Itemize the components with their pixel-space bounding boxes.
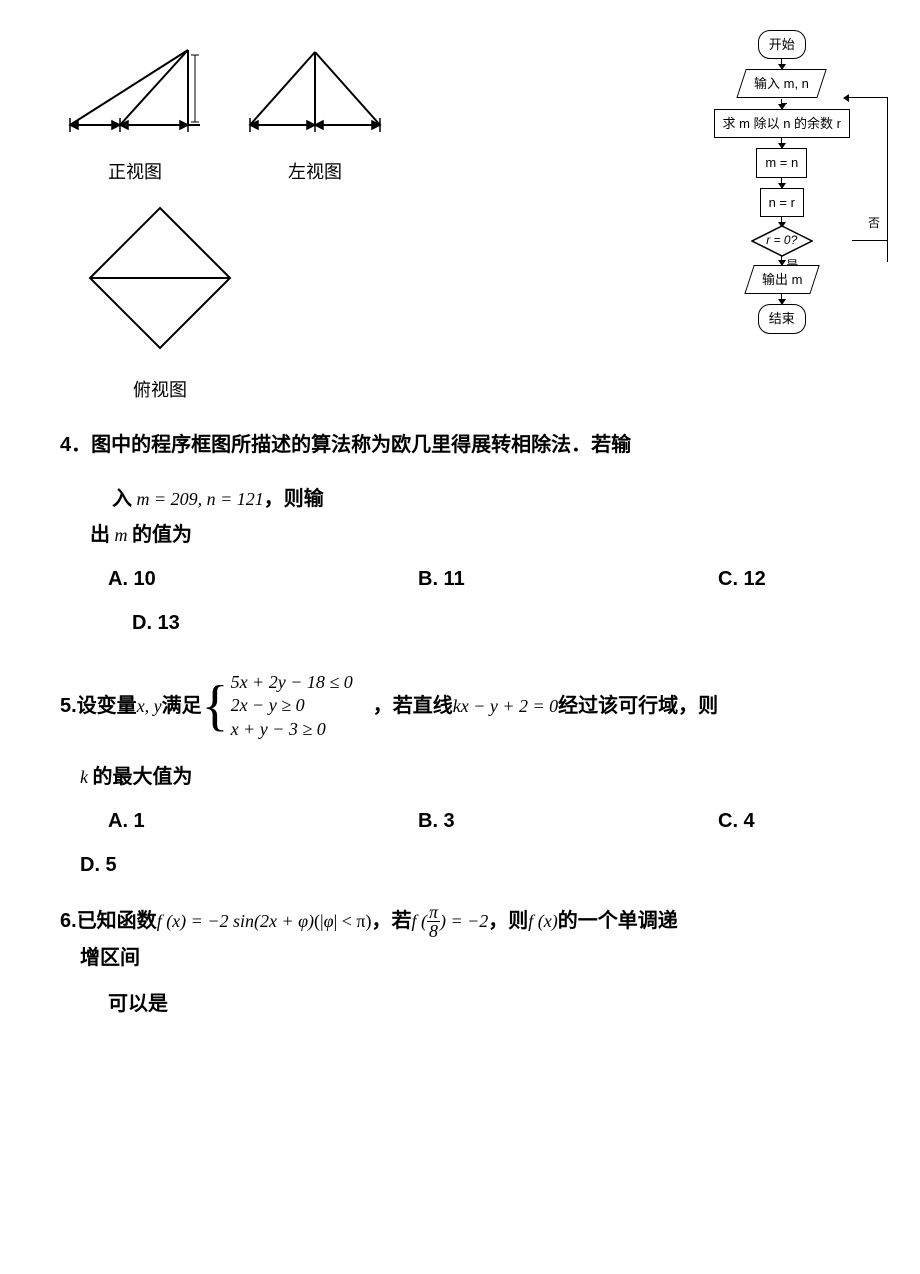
fc-start: 开始 xyxy=(758,30,806,59)
fc-arrow-icon xyxy=(781,294,782,304)
fc-loop-line xyxy=(849,97,888,262)
q5-text-e: 的最大值为 xyxy=(93,766,193,788)
q6-phi-r: | < π) xyxy=(334,911,372,931)
front-view-label: 正视图 xyxy=(60,156,210,188)
fc-step2: m = n xyxy=(756,148,807,177)
q4-opt-c: C. 12 xyxy=(718,561,766,597)
q6-frac-den: 8 xyxy=(427,922,440,940)
top-view: 俯视图 xyxy=(80,198,240,406)
q4-opt-a: A. 10 xyxy=(108,561,418,597)
fc-end-text: 结束 xyxy=(769,311,795,326)
flowchart: 开始 输入 m, n 求 m 除以 n 的余数 r m = n n = r r … xyxy=(714,30,850,334)
top-view-svg xyxy=(80,198,240,358)
fc-input: 输入 m, n xyxy=(737,69,827,98)
fc-step1-text: 求 m 除以 n 的余数 r xyxy=(723,116,841,131)
fc-input-text: 输入 m, n xyxy=(754,72,809,95)
q4-text-a: 图中的程序框图所描述的算法称为欧几里得展转相除法．若输 xyxy=(91,434,631,456)
three-views-block: 正视图 xyxy=(60,40,390,407)
q6-text-d: 的一个单调递 xyxy=(558,903,678,939)
q4-text-b2: ，则输 xyxy=(264,488,324,510)
q4-line2: 入 m = 209, n = 121，则输 xyxy=(60,481,860,517)
q5-text-c: ，若直线 xyxy=(373,688,453,724)
q4-text-b1: 入 xyxy=(112,488,132,510)
q5-number: 5. xyxy=(60,688,77,724)
q5-opt-a: A. 1 xyxy=(108,803,418,839)
fc-step3-text: n = r xyxy=(769,195,795,210)
fc-output: 输出 m xyxy=(744,265,820,294)
left-view-svg xyxy=(240,40,390,140)
q6-number: 6. xyxy=(60,903,77,939)
q6-line3: 可以是 xyxy=(60,986,860,1022)
question-5: 5. 设变量 x, y 满足 { 5x + 2y − 18 ≤ 0 2x − y… xyxy=(60,671,860,741)
top-view-label: 俯视图 xyxy=(80,374,240,406)
fc-arrow-icon xyxy=(781,59,782,69)
q6-text-b: ，若 xyxy=(371,903,411,939)
q5-c0: 5x + 2y − 18 ≤ 0 xyxy=(231,671,353,694)
q6-fpi8: f ( π 8 ) = −2 xyxy=(411,903,488,940)
q6-fx: f (x) = −2 sin(2x + φ) xyxy=(157,905,314,937)
q5-opt-b: B. 3 xyxy=(418,803,718,839)
fc-decision: r = 0? xyxy=(753,227,811,255)
fc-step1: 求 m 除以 n 的余数 r xyxy=(714,109,850,138)
q5-line2: k 的最大值为 xyxy=(60,759,860,795)
left-view: 左视图 xyxy=(240,40,390,188)
q4-options: A. 10 B. 11 C. 12 xyxy=(60,561,860,597)
question-4: 4．图中的程序框图所描述的算法称为欧几里得展转相除法．若输 xyxy=(60,427,860,463)
q6-fpi8-l: f ( xyxy=(411,905,427,937)
figures-row: 正视图 xyxy=(60,40,860,407)
q6-fx2: f (x) xyxy=(528,905,557,937)
fc-arrow-icon xyxy=(781,99,782,109)
q4-number: 4． xyxy=(60,434,91,456)
q5-text-d: 经过该可行域，则 xyxy=(558,688,718,724)
fc-arrow-icon: 是 xyxy=(781,255,782,265)
fc-cond-text: r = 0? xyxy=(766,230,797,252)
q6-frac-num: π xyxy=(427,903,440,922)
front-view: 正视图 xyxy=(60,40,210,188)
q6-text-a: 已知函数 xyxy=(77,903,157,939)
fc-start-text: 开始 xyxy=(769,37,795,52)
q4-opt-d: D. 13 xyxy=(60,605,860,641)
q6-text-e: 增区间 xyxy=(80,947,140,969)
q5-opt-c: C. 4 xyxy=(718,803,755,839)
q4-text-c1: 出 xyxy=(90,524,110,546)
q6-phi-l: (| xyxy=(314,911,324,931)
q5-options: A. 1 B. 3 C. 4 xyxy=(60,803,860,839)
q6-frac: π 8 xyxy=(427,903,440,940)
q5-c2: x + y − 3 ≥ 0 xyxy=(231,718,353,741)
fc-output-text: 输出 m xyxy=(762,268,802,291)
left-view-label: 左视图 xyxy=(240,156,390,188)
q5-opt-d: D. 5 xyxy=(60,847,860,883)
q5-c1: 2x − y ≥ 0 xyxy=(231,694,353,717)
q5-text-a: 设变量 xyxy=(77,688,137,724)
q5-text-b: 满足 xyxy=(162,688,202,724)
q5-constraints: { 5x + 2y − 18 ≤ 0 2x − y ≥ 0 x + y − 3 … xyxy=(202,671,353,741)
fc-step3: n = r xyxy=(760,188,804,217)
q4-text-c2: 的值为 xyxy=(132,524,192,546)
q6-fpi8-r: ) = −2 xyxy=(440,905,488,937)
q6-phi-var: φ xyxy=(324,911,334,931)
q6-phi-cond: (|φ| < π) xyxy=(314,905,371,937)
q4-text-c-math: m xyxy=(110,525,132,545)
fc-no-connector xyxy=(852,240,888,241)
q5-line-eq: kx − y + 2 = 0 xyxy=(453,690,558,722)
question-6: 6. 已知函数 f (x) = −2 sin(2x + φ) (|φ| < π)… xyxy=(60,903,860,940)
fc-arrow-icon xyxy=(781,138,782,148)
q6-text-f: 可以是 xyxy=(108,993,168,1015)
q4-opt-b: B. 11 xyxy=(418,561,718,597)
q6-text-c: ，则 xyxy=(488,903,528,939)
fc-step2-text: m = n xyxy=(765,155,798,170)
fc-no-label: 否 xyxy=(868,213,880,235)
q6-line2: 增区间 xyxy=(60,940,860,976)
q4-line3: 出 m 的值为 xyxy=(60,517,860,553)
front-view-svg xyxy=(60,40,210,140)
q5-var-xy: x, y xyxy=(137,690,162,722)
q4-math: m = 209, n = 121 xyxy=(132,489,264,509)
fc-end: 结束 xyxy=(758,304,806,333)
q5-k-var: k xyxy=(80,767,93,787)
fc-arrow-icon xyxy=(781,178,782,188)
